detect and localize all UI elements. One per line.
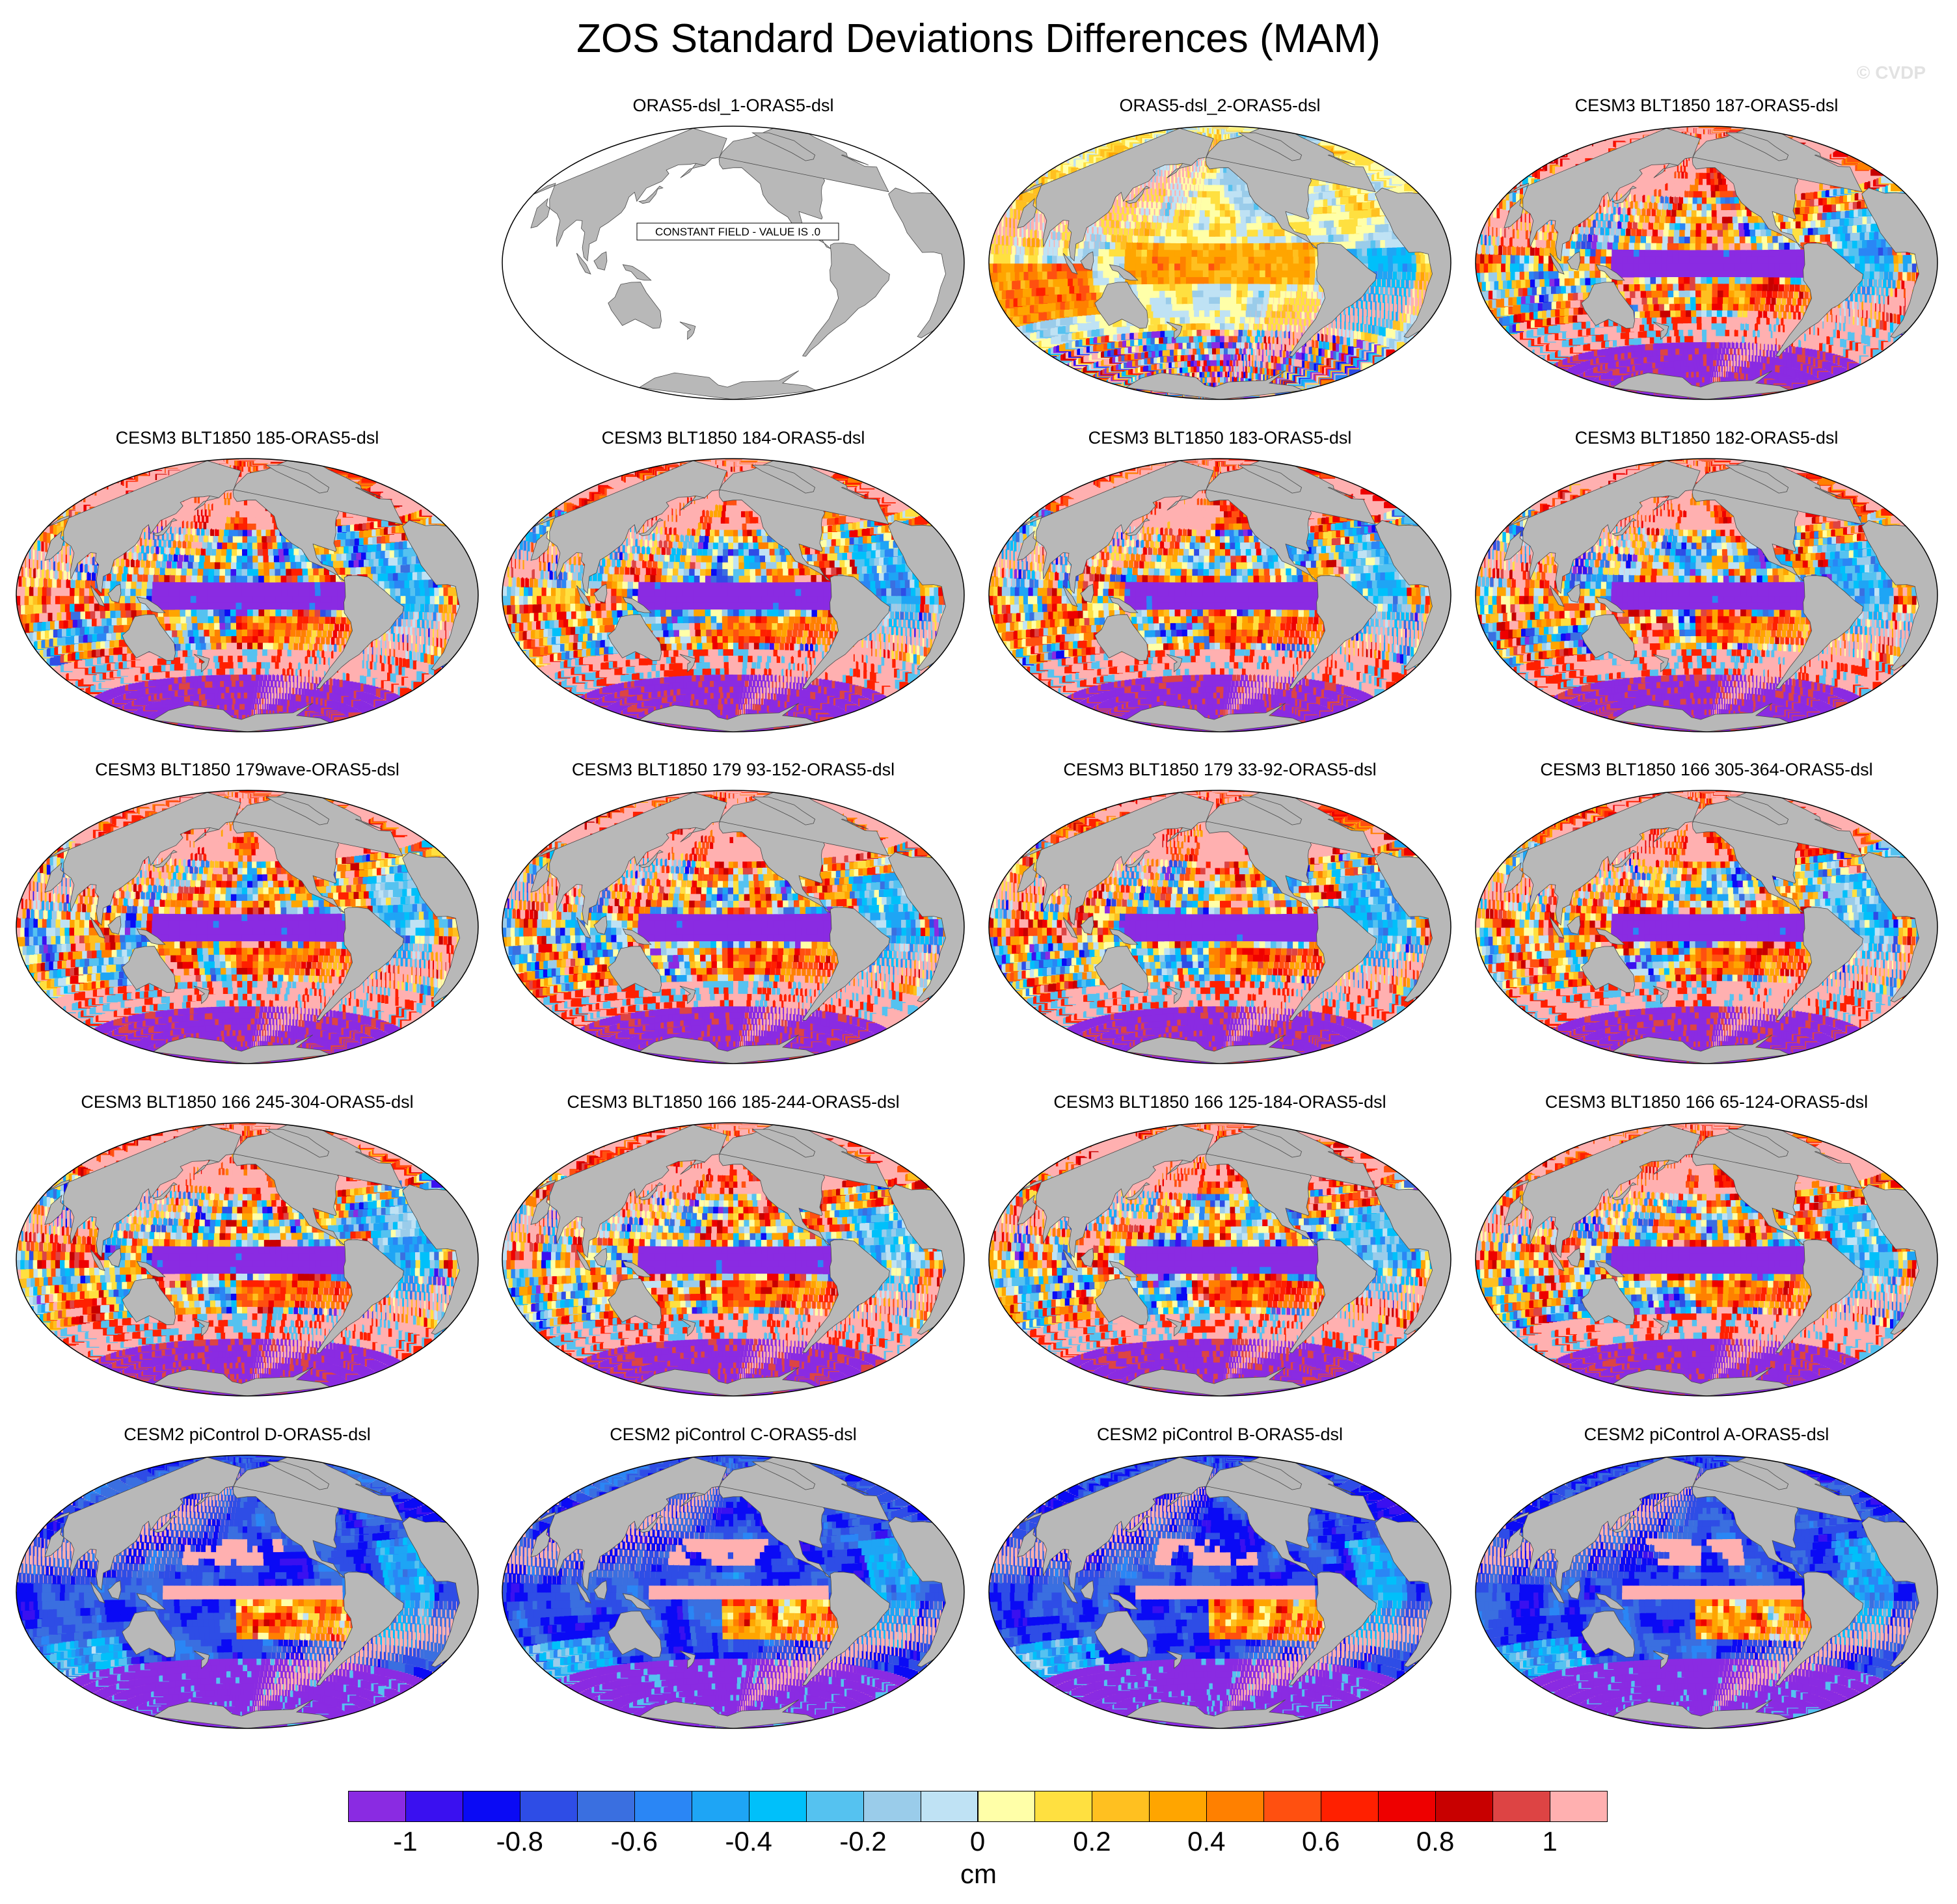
colorbar-swatch [749, 1791, 807, 1822]
panel-title: CESM2 piControl A-ORAS5-dsl [1466, 1423, 1947, 1445]
map-panel: CESM3 BLT1850 166 245-304-ORAS5-dsl [7, 1091, 488, 1410]
world-map [499, 1452, 967, 1732]
colorbar-tick-label: -0.6 [595, 1825, 673, 1858]
world-map [986, 1120, 1454, 1399]
colorbar-swatch [978, 1791, 1036, 1822]
map-panel: CESM3 BLT1850 182-ORAS5-dsl [1466, 427, 1947, 745]
world-map [13, 1452, 481, 1732]
colorbar-swatch [1550, 1791, 1608, 1822]
map-panel: CESM3 BLT1850 185-ORAS5-dsl [7, 427, 488, 745]
panel-title: CESM3 BLT1850 179 93-152-ORAS5-dsl [493, 758, 974, 781]
map-panel: CESM2 piControl D-ORAS5-dsl [7, 1423, 488, 1742]
constant-field-text: CONSTANT FIELD - VALUE IS .0 [655, 226, 820, 238]
colorbar-swatch [1263, 1791, 1321, 1822]
world-map [499, 1120, 967, 1399]
panel-title: CESM3 BLT1850 166 185-244-ORAS5-dsl [493, 1091, 974, 1113]
map-panel: CESM2 piControl B-ORAS5-dsl [979, 1423, 1461, 1742]
world-map [1472, 787, 1941, 1067]
panel-title: CESM3 BLT1850 185-ORAS5-dsl [7, 427, 488, 449]
colorbar-tick-label: 0.8 [1396, 1825, 1474, 1858]
world-map [986, 123, 1454, 403]
colorbar-tick-label: -0.2 [824, 1825, 902, 1858]
map-panel: CESM2 piControl C-ORAS5-dsl [493, 1423, 974, 1742]
colorbar-swatch [921, 1791, 978, 1822]
panel-title: ORAS5-dsl_2-ORAS5-dsl [979, 94, 1461, 116]
colorbar-swatch [806, 1791, 864, 1822]
map-panel: CESM3 BLT1850 184-ORAS5-dsl [493, 427, 974, 745]
world-map [13, 1120, 481, 1399]
colorbar-swatch [520, 1791, 578, 1822]
colorbar-swatch [577, 1791, 635, 1822]
colorbar-tick-label: 0 [939, 1825, 1017, 1858]
world-map [499, 787, 967, 1067]
panel-title: CESM3 BLT1850 179 33-92-ORAS5-dsl [979, 758, 1461, 781]
map-panel: CESM3 BLT1850 187-ORAS5-dsl [1466, 94, 1947, 413]
world-map [1472, 1120, 1941, 1399]
map-panel: ORAS5-dsl_1-ORAS5-dsl CONSTANT FIELD - VA… [493, 94, 974, 413]
panel-title: CESM3 BLT1850 166 245-304-ORAS5-dsl [7, 1091, 488, 1113]
colorbar-swatch [1321, 1791, 1379, 1822]
colorbar-tick-label: -0.8 [481, 1825, 559, 1858]
colorbar-swatch [692, 1791, 749, 1822]
map-panel: CESM3 BLT1850 183-ORAS5-dsl [979, 427, 1461, 745]
colorbar-swatch [405, 1791, 463, 1822]
world-map: CONSTANT FIELD - VALUE IS .0 [499, 123, 967, 403]
colorbar-swatch [1034, 1791, 1092, 1822]
panel-title: CESM3 BLT1850 182-ORAS5-dsl [1466, 427, 1947, 449]
colorbar-tick-label: -0.4 [710, 1825, 788, 1858]
colorbar-swatch [1149, 1791, 1207, 1822]
map-panel: CESM3 BLT1850 166 125-184-ORAS5-dsl [979, 1091, 1461, 1410]
world-map [1472, 123, 1941, 403]
constant-field-label: CONSTANT FIELD - VALUE IS .0 [637, 223, 839, 240]
world-map [13, 455, 481, 735]
colorbar-tick-label: -1 [366, 1825, 444, 1858]
map-panel: CESM3 BLT1850 166 185-244-ORAS5-dsl [493, 1091, 974, 1410]
colorbar-swatch [463, 1791, 520, 1822]
panel-title: CESM3 BLT1850 179wave-ORAS5-dsl [7, 758, 488, 781]
world-map [986, 1452, 1454, 1732]
world-map [986, 455, 1454, 735]
colorbar-swatch [1378, 1791, 1436, 1822]
panel-title: CESM3 BLT1850 183-ORAS5-dsl [979, 427, 1461, 449]
world-map [1472, 1452, 1941, 1732]
colorbar-swatch [348, 1791, 406, 1822]
colorbar-swatch [634, 1791, 692, 1822]
map-panel: CESM3 BLT1850 179wave-ORAS5-dsl [7, 758, 488, 1077]
colorbar-tick-label: 1 [1511, 1825, 1589, 1858]
colorbar-swatch [863, 1791, 921, 1822]
colorbar-swatch [1435, 1791, 1493, 1822]
map-panel: CESM2 piControl A-ORAS5-dsl [1466, 1423, 1947, 1742]
panel-title: CESM3 BLT1850 187-ORAS5-dsl [1466, 94, 1947, 116]
panel-title: CESM3 BLT1850 166 125-184-ORAS5-dsl [979, 1091, 1461, 1113]
map-panel: CESM3 BLT1850 179 33-92-ORAS5-dsl [979, 758, 1461, 1077]
world-map [1472, 455, 1941, 735]
colorbar-tick-label: 0.2 [1053, 1825, 1131, 1858]
colorbar-tick-label: 0.6 [1282, 1825, 1360, 1858]
colorbar-swatch [1092, 1791, 1150, 1822]
colorbar-swatch [1492, 1791, 1550, 1822]
world-map [13, 787, 481, 1067]
panel-title: CESM3 BLT1850 166 65-124-ORAS5-dsl [1466, 1091, 1947, 1113]
colorbar [348, 1791, 1607, 1823]
colorbar-units: cm [911, 1858, 1046, 1890]
panel-title: CESM3 BLT1850 184-ORAS5-dsl [493, 427, 974, 449]
map-panel: CESM3 BLT1850 166 65-124-ORAS5-dsl [1466, 1091, 1947, 1410]
panel-title: CESM2 piControl D-ORAS5-dsl [7, 1423, 488, 1445]
panel-title: CESM3 BLT1850 166 305-364-ORAS5-dsl [1466, 758, 1947, 781]
colorbar-swatch [1206, 1791, 1264, 1822]
map-panel: CESM3 BLT1850 179 93-152-ORAS5-dsl [493, 758, 974, 1077]
world-map [986, 787, 1454, 1067]
colorbar-tick-label: 0.4 [1167, 1825, 1245, 1858]
panel-title: CESM2 piControl C-ORAS5-dsl [493, 1423, 974, 1445]
panel-title: CESM2 piControl B-ORAS5-dsl [979, 1423, 1461, 1445]
world-map [499, 455, 967, 735]
map-panel: CESM3 BLT1850 166 305-364-ORAS5-dsl [1466, 758, 1947, 1077]
panel-title: ORAS5-dsl_1-ORAS5-dsl [493, 94, 974, 116]
map-panel: ORAS5-dsl_2-ORAS5-dsl [979, 94, 1461, 413]
